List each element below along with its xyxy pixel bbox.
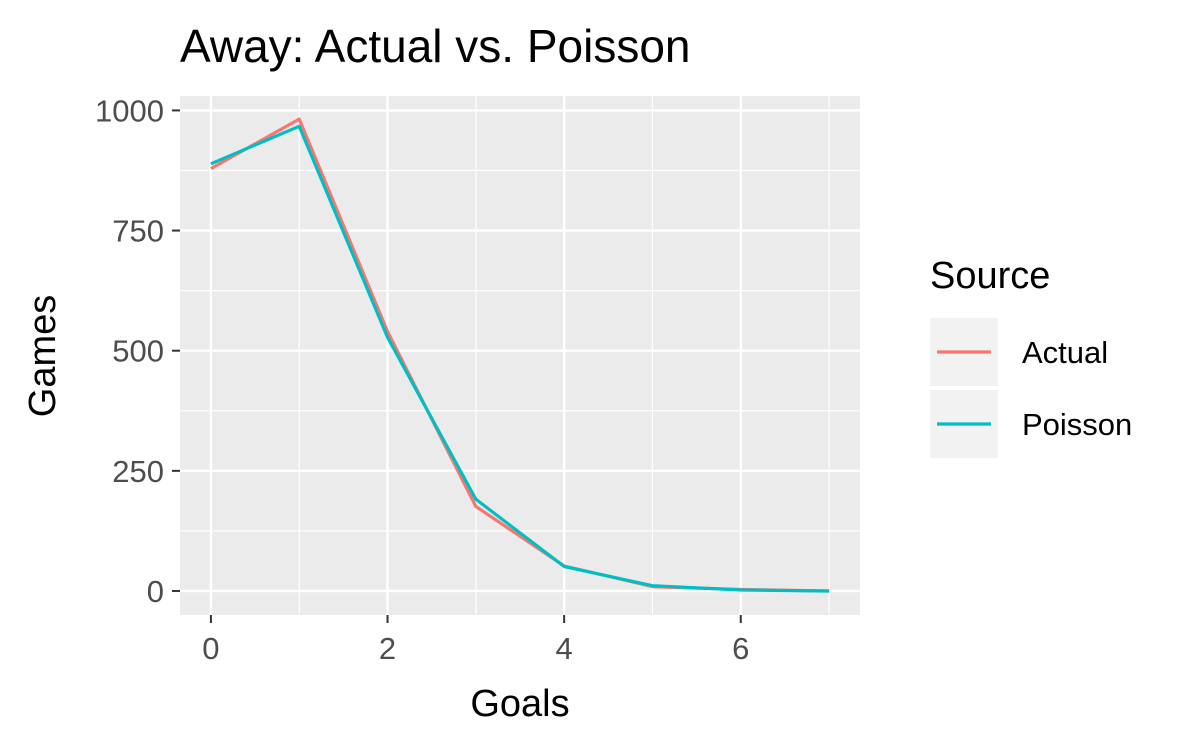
y-tick-label: 0 xyxy=(147,574,164,609)
series-line-poisson xyxy=(210,124,830,593)
legend-label-poisson: Poisson xyxy=(1022,407,1132,442)
legend-label-actual: Actual xyxy=(1022,335,1108,370)
minor-gridlines xyxy=(180,96,860,615)
x-tick-label: 0 xyxy=(202,631,219,666)
plot-panel xyxy=(180,96,860,615)
y-tick-label: 750 xyxy=(112,214,164,249)
legend: Source Actual Poisson xyxy=(930,255,1132,458)
chart-title: Away: Actual vs. Poisson xyxy=(180,20,691,72)
x-tick-label: 2 xyxy=(379,631,396,666)
series-lines xyxy=(210,117,830,593)
y-tick-label: 500 xyxy=(112,334,164,369)
y-tick-label: 1000 xyxy=(95,93,164,128)
major-gridlines xyxy=(180,96,860,615)
y-axis-ticks: 0 250 500 750 1000 xyxy=(95,93,180,609)
x-tick-label: 6 xyxy=(732,631,749,666)
x-tick-label: 4 xyxy=(556,631,573,666)
y-axis-title: Games xyxy=(22,295,64,417)
legend-items: Actual Poisson xyxy=(930,318,1132,458)
x-axis-ticks: 0 2 4 6 xyxy=(202,615,749,666)
legend-title: Source xyxy=(930,255,1050,297)
y-tick-label: 250 xyxy=(112,454,164,489)
x-axis-title: Goals xyxy=(470,683,569,725)
